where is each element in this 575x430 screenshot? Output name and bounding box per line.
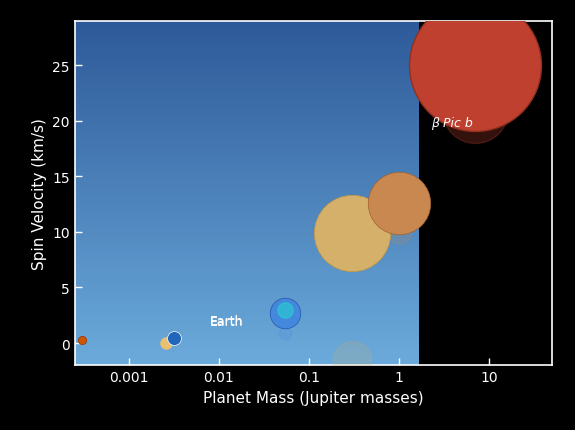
Text: Earth: Earth (209, 314, 243, 327)
Text: β Pic b: β Pic b (431, 117, 473, 130)
X-axis label: Planet Mass (Jupiter masses): Planet Mass (Jupiter masses) (203, 390, 424, 405)
Y-axis label: Spin Velocity (km/s): Spin Velocity (km/s) (32, 118, 47, 269)
Text: Earth: Earth (209, 315, 243, 328)
